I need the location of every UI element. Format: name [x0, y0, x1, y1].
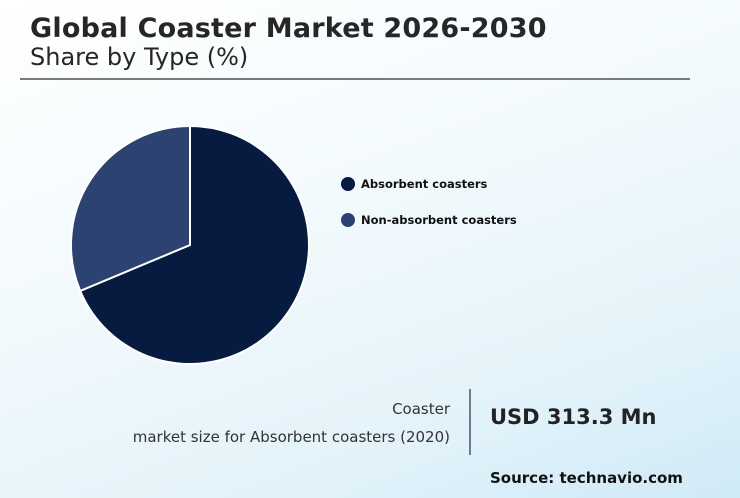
legend-item-absorbent: Absorbent coasters [341, 175, 517, 193]
stat-value: USD 313.3 Mn [490, 405, 657, 429]
pie-slice-non-absorbent [70, 124, 191, 293]
legend-label: Absorbent coasters [361, 177, 488, 191]
legend: Absorbent coasters Non-absorbent coaster… [341, 175, 517, 247]
stat-divider [469, 389, 471, 455]
chart-title: Global Coaster Market 2026-2030 [30, 13, 547, 44]
stat-label-line2: market size for Absorbent coasters (2020… [132, 428, 450, 446]
pie-slice-absorbent [78, 124, 310, 365]
chart-subtitle: Share by Type (%) [30, 43, 249, 71]
legend-item-non-absorbent: Non-absorbent coasters [341, 211, 517, 229]
legend-label: Non-absorbent coasters [361, 213, 517, 227]
source-credit: Source: technavio.com [490, 469, 683, 487]
pie-chart [70, 124, 310, 365]
stat-label-line1: Coaster [392, 400, 450, 418]
legend-dot-icon [341, 213, 355, 227]
title-divider [20, 78, 690, 80]
legend-dot-icon [341, 177, 355, 191]
